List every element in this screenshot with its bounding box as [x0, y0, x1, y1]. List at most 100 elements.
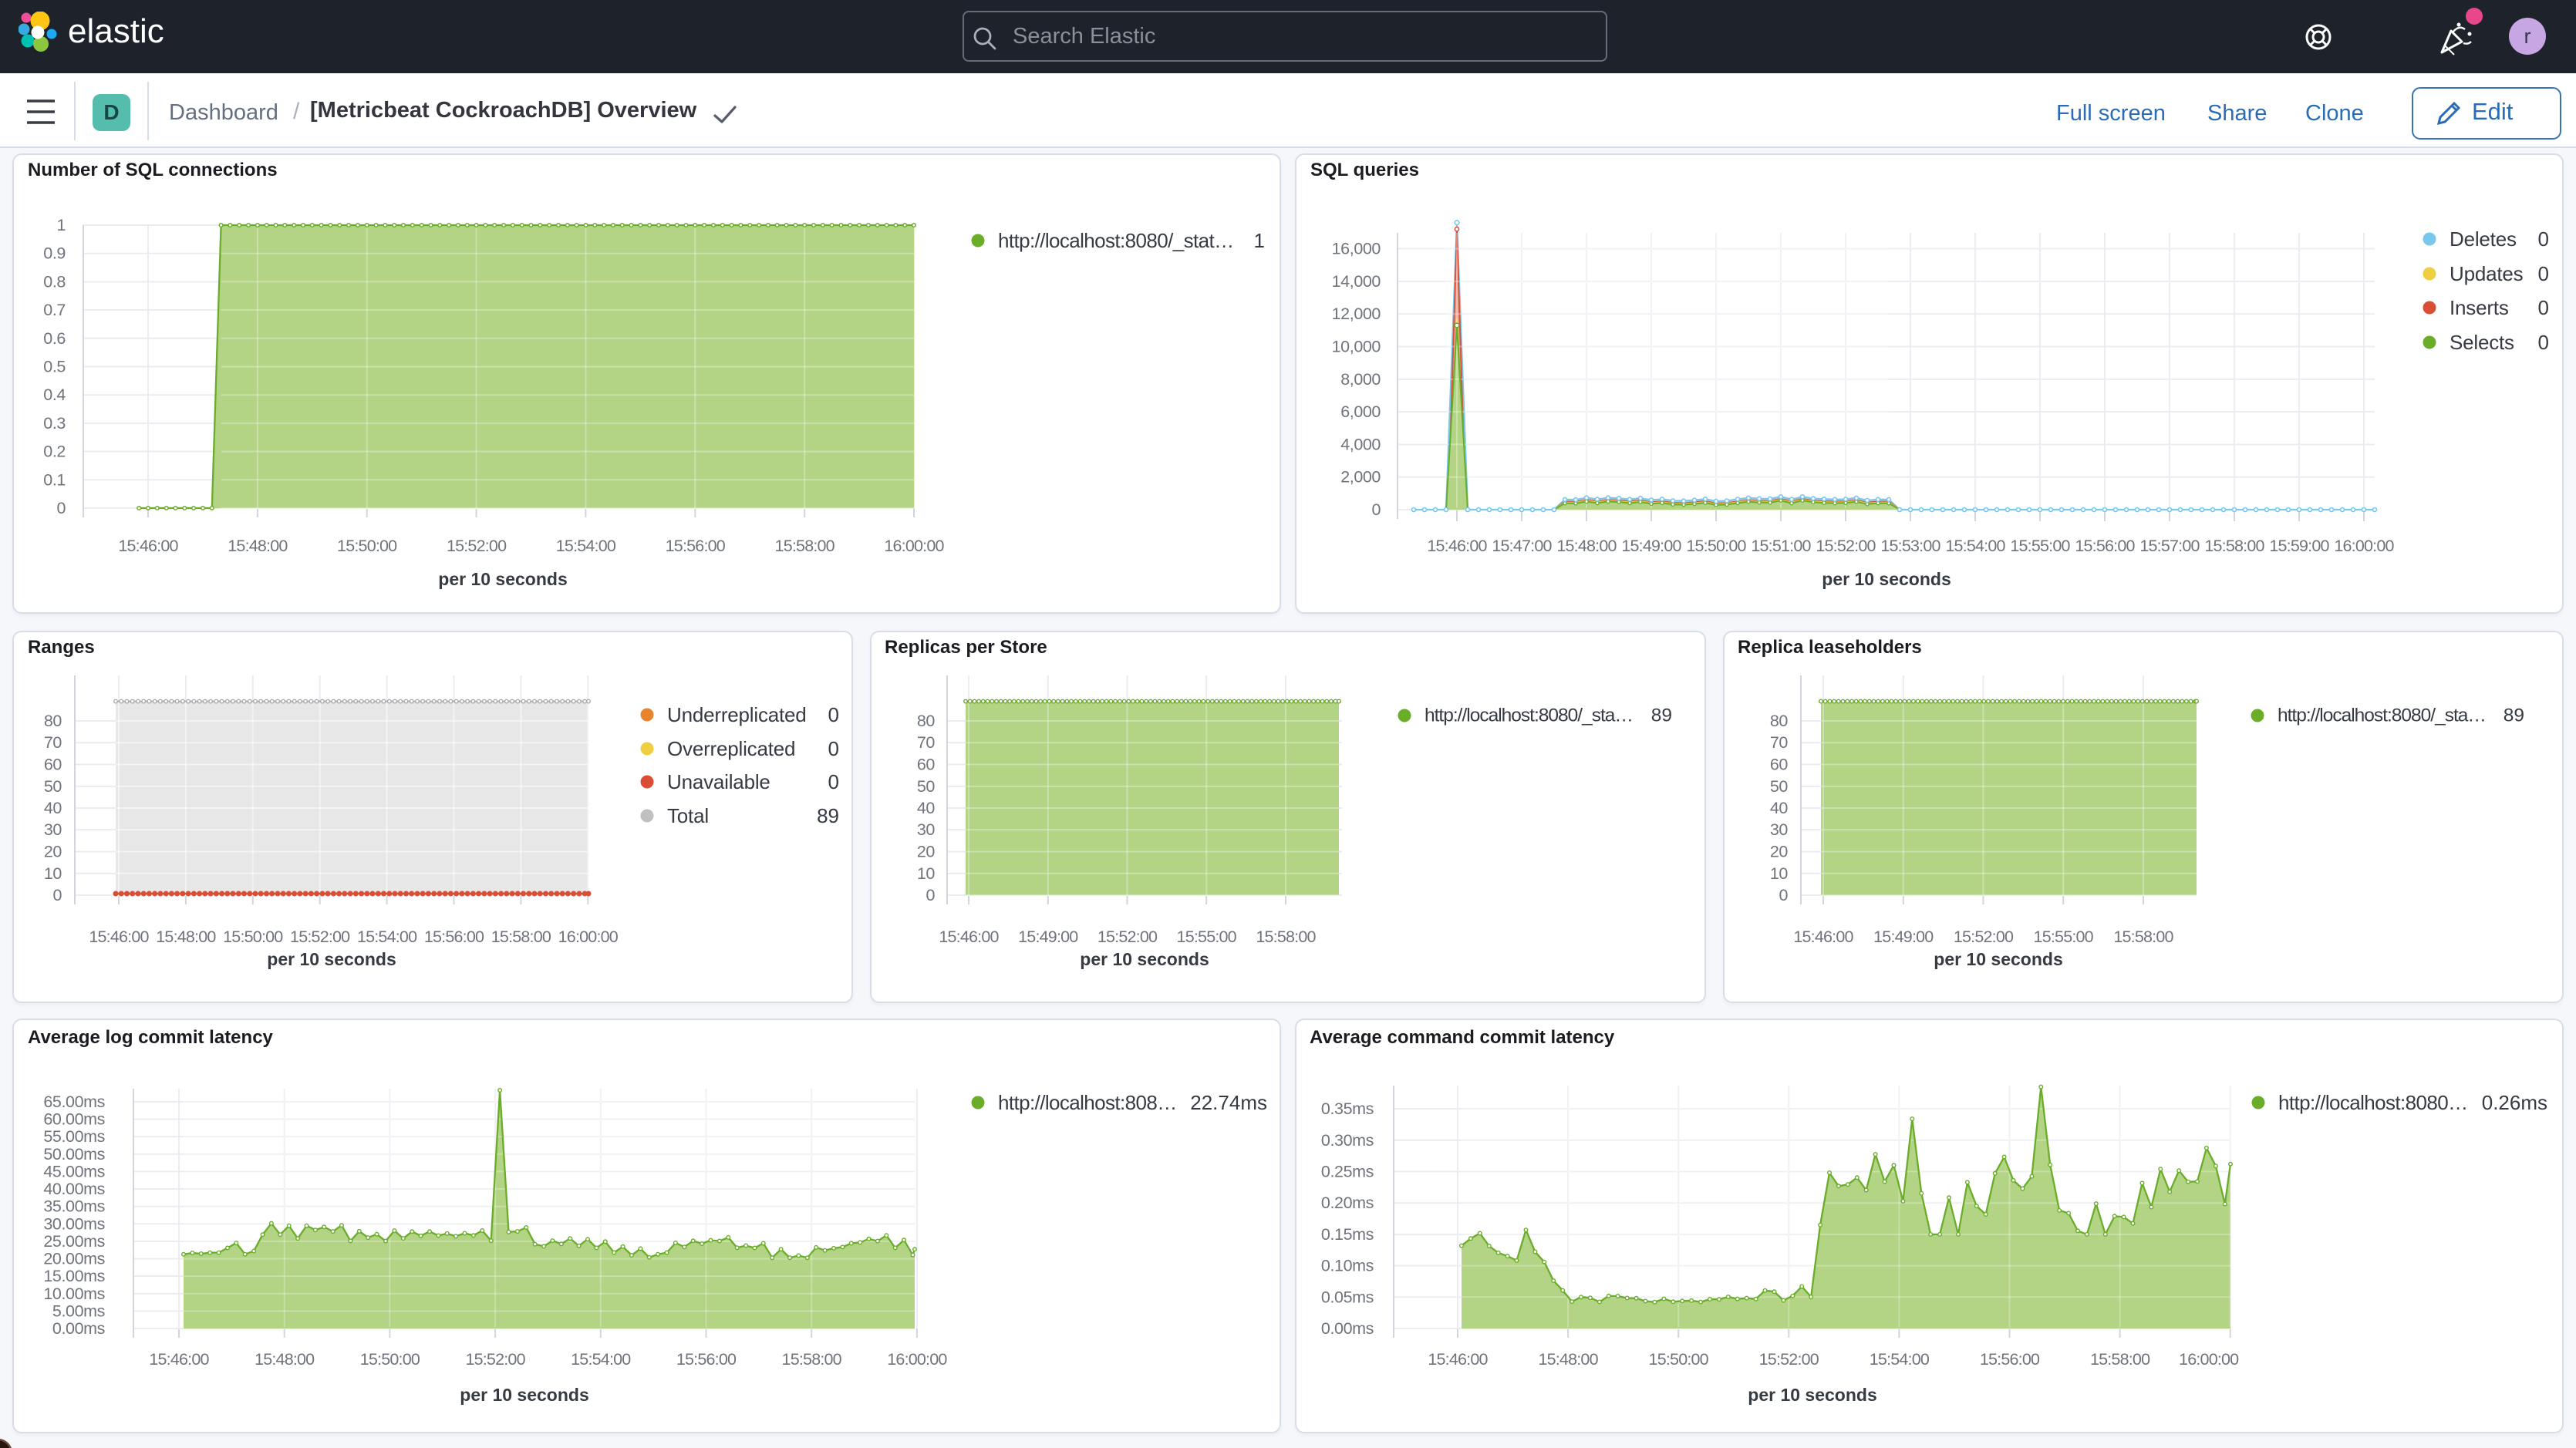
svg-text:15:54:00: 15:54:00: [1870, 1350, 1930, 1369]
svg-text:0.05ms: 0.05ms: [1321, 1288, 1374, 1306]
svg-text:14,000: 14,000: [1332, 272, 1381, 291]
svg-text:15:46:00: 15:46:00: [939, 928, 999, 946]
svg-text:Total: Total: [667, 804, 709, 827]
svg-text:http://localhost:808…: http://localhost:808…: [998, 1091, 1177, 1114]
svg-text:15:50:00: 15:50:00: [360, 1350, 420, 1369]
svg-text:12,000: 12,000: [1332, 305, 1381, 323]
svg-text:10: 10: [44, 864, 62, 883]
svg-text:0: 0: [2538, 331, 2549, 354]
svg-text:0.4: 0.4: [43, 386, 66, 404]
svg-text:0: 0: [56, 499, 66, 517]
svg-text:40.00ms: 40.00ms: [43, 1180, 105, 1198]
svg-text:0.7: 0.7: [43, 301, 66, 319]
svg-text:15:58:00: 15:58:00: [2113, 928, 2173, 946]
svg-text:15:58:00: 15:58:00: [491, 928, 551, 946]
svg-text:65.00ms: 65.00ms: [43, 1093, 105, 1111]
svg-text:0.2: 0.2: [43, 443, 66, 461]
svg-text:0.10ms: 0.10ms: [1321, 1257, 1374, 1275]
svg-text:20: 20: [917, 843, 936, 861]
svg-text:15:48:00: 15:48:00: [228, 537, 288, 555]
svg-text:0.25ms: 0.25ms: [1321, 1163, 1374, 1181]
svg-text:15:48:00: 15:48:00: [156, 928, 216, 946]
svg-text:http://localhost:8080…: http://localhost:8080…: [2278, 1091, 2468, 1114]
svg-text:20.00ms: 20.00ms: [43, 1250, 105, 1268]
svg-text:10: 10: [1770, 864, 1789, 883]
svg-text:60.00ms: 60.00ms: [43, 1110, 105, 1129]
svg-text:15:55:00: 15:55:00: [1177, 928, 1237, 946]
svg-text:45.00ms: 45.00ms: [43, 1162, 105, 1180]
svg-text:10: 10: [917, 864, 936, 883]
svg-text:Inserts: Inserts: [2450, 296, 2509, 319]
svg-text:15:52:00: 15:52:00: [290, 928, 350, 946]
svg-text:15:52:00: 15:52:00: [1954, 928, 2014, 946]
svg-text:30.00ms: 30.00ms: [43, 1214, 105, 1233]
svg-text:15:52:00: 15:52:00: [447, 537, 507, 555]
svg-text:25.00ms: 25.00ms: [43, 1232, 105, 1251]
svg-text:15:58:00: 15:58:00: [2204, 537, 2264, 555]
svg-text:per 10 seconds: per 10 seconds: [1822, 569, 1951, 589]
svg-text:15:59:00: 15:59:00: [2269, 537, 2329, 555]
svg-text:15.00ms: 15.00ms: [43, 1267, 105, 1285]
svg-text:15:49:00: 15:49:00: [1873, 928, 1934, 946]
svg-text:80: 80: [1770, 712, 1789, 730]
svg-text:0: 0: [828, 770, 839, 793]
svg-text:16:00:00: 16:00:00: [884, 537, 944, 555]
svg-text:per 10 seconds: per 10 seconds: [1934, 949, 2062, 969]
svg-text:50: 50: [917, 777, 936, 796]
svg-text:0: 0: [828, 703, 839, 726]
svg-text:15:58:00: 15:58:00: [775, 537, 835, 555]
svg-text:0.35ms: 0.35ms: [1321, 1099, 1374, 1118]
svg-text:55.00ms: 55.00ms: [43, 1127, 105, 1146]
svg-text:89: 89: [1651, 705, 1672, 726]
svg-text:15:58:00: 15:58:00: [1256, 928, 1316, 946]
svg-text:40: 40: [917, 799, 936, 817]
svg-text:2,000: 2,000: [1340, 468, 1381, 487]
svg-text:16:00:00: 16:00:00: [887, 1350, 947, 1369]
svg-text:89: 89: [817, 804, 839, 827]
svg-text:Overreplicated: Overreplicated: [667, 737, 795, 760]
svg-text:15:52:00: 15:52:00: [1759, 1350, 1819, 1369]
svg-text:15:54:00: 15:54:00: [1945, 537, 2005, 555]
svg-text:Deletes: Deletes: [2450, 227, 2517, 251]
svg-text:22.74ms: 22.74ms: [1190, 1091, 1267, 1114]
svg-text:15:49:00: 15:49:00: [1018, 928, 1078, 946]
svg-text:15:54:00: 15:54:00: [571, 1350, 631, 1369]
svg-text:89: 89: [2504, 705, 2524, 726]
svg-text:0: 0: [2538, 227, 2549, 251]
svg-text:35.00ms: 35.00ms: [43, 1197, 105, 1216]
svg-text:http://localhost:8080/_stat…: http://localhost:8080/_stat…: [998, 229, 1234, 252]
svg-text:16:00:00: 16:00:00: [2179, 1350, 2239, 1369]
svg-text:0: 0: [926, 886, 935, 904]
svg-text:15:57:00: 15:57:00: [2139, 537, 2200, 555]
svg-text:0.1: 0.1: [43, 470, 66, 489]
svg-text:16:00:00: 16:00:00: [558, 928, 619, 946]
svg-text:15:46:00: 15:46:00: [1793, 928, 1853, 946]
svg-text:per 10 seconds: per 10 seconds: [438, 569, 567, 589]
svg-text:0: 0: [1371, 500, 1381, 519]
svg-text:0: 0: [2538, 296, 2549, 319]
svg-text:15:56:00: 15:56:00: [676, 1350, 737, 1369]
svg-text:50: 50: [44, 777, 62, 796]
svg-text:30: 30: [1770, 820, 1789, 839]
svg-text:0: 0: [828, 737, 839, 760]
svg-text:15:58:00: 15:58:00: [782, 1350, 842, 1369]
svg-text:15:50:00: 15:50:00: [337, 537, 397, 555]
svg-text:10,000: 10,000: [1332, 338, 1381, 356]
svg-text:per 10 seconds: per 10 seconds: [1080, 949, 1209, 969]
svg-text:0.00ms: 0.00ms: [1321, 1319, 1374, 1338]
svg-text:15:56:00: 15:56:00: [2075, 537, 2135, 555]
svg-text:15:46:00: 15:46:00: [149, 1350, 209, 1369]
svg-text:0.5: 0.5: [43, 358, 66, 376]
svg-text:1: 1: [56, 216, 66, 234]
svg-text:15:54:00: 15:54:00: [556, 537, 616, 555]
svg-text:8,000: 8,000: [1340, 370, 1381, 389]
svg-text:20: 20: [44, 843, 62, 861]
svg-text:10.00ms: 10.00ms: [43, 1285, 105, 1303]
svg-text:per 10 seconds: per 10 seconds: [267, 949, 396, 969]
svg-text:30: 30: [917, 820, 936, 839]
svg-text:per 10 seconds: per 10 seconds: [460, 1385, 588, 1405]
svg-text:40: 40: [44, 799, 62, 817]
svg-text:per 10 seconds: per 10 seconds: [1748, 1385, 1876, 1405]
svg-text:Selects: Selects: [2450, 331, 2514, 354]
svg-text:5.00ms: 5.00ms: [52, 1302, 105, 1320]
